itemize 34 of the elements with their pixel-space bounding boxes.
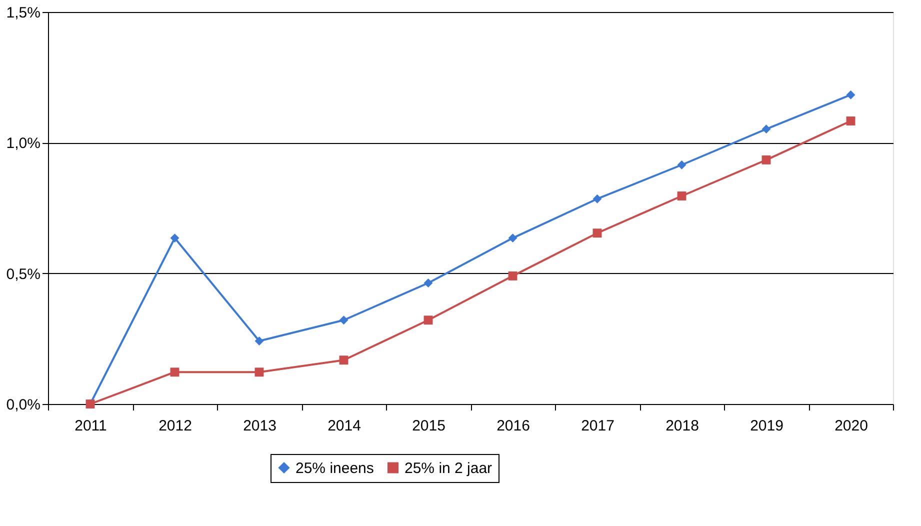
y-tick-label: 1,5% [6,4,40,22]
y-tick-label: 0,5% [6,266,40,283]
point [508,271,518,280]
x-tick-label: 2020 [834,418,868,434]
legend-label: 25% in 2 jaar [404,460,492,477]
y-tick-label: 1,0% [6,135,40,152]
x-tick-label: 2013 [243,418,276,434]
point [846,90,856,100]
x-tick-label: 2019 [750,418,784,434]
point [254,336,264,346]
point [846,116,856,126]
x-tick-label: 2015 [412,418,446,434]
x-tick-label: 2012 [158,418,192,434]
point [762,155,771,164]
x-tick-label: 2018 [666,418,699,434]
point [762,124,771,134]
point [339,316,348,325]
x-tick-label: 2011 [74,418,107,434]
point [677,192,686,200]
point [254,368,264,377]
y-tick-label: 0,0% [6,396,40,414]
point [508,234,518,243]
x-tick-label: 2014 [328,418,361,434]
point [170,368,180,377]
point [339,356,348,365]
x-tick-label: 2017 [581,418,614,434]
x-tick-label: 2016 [496,418,530,434]
point [592,228,602,238]
point [592,194,602,204]
point [424,278,433,288]
point [170,234,180,243]
point [677,160,686,170]
point [424,316,433,325]
legend-label: 25% ineens [296,460,374,477]
